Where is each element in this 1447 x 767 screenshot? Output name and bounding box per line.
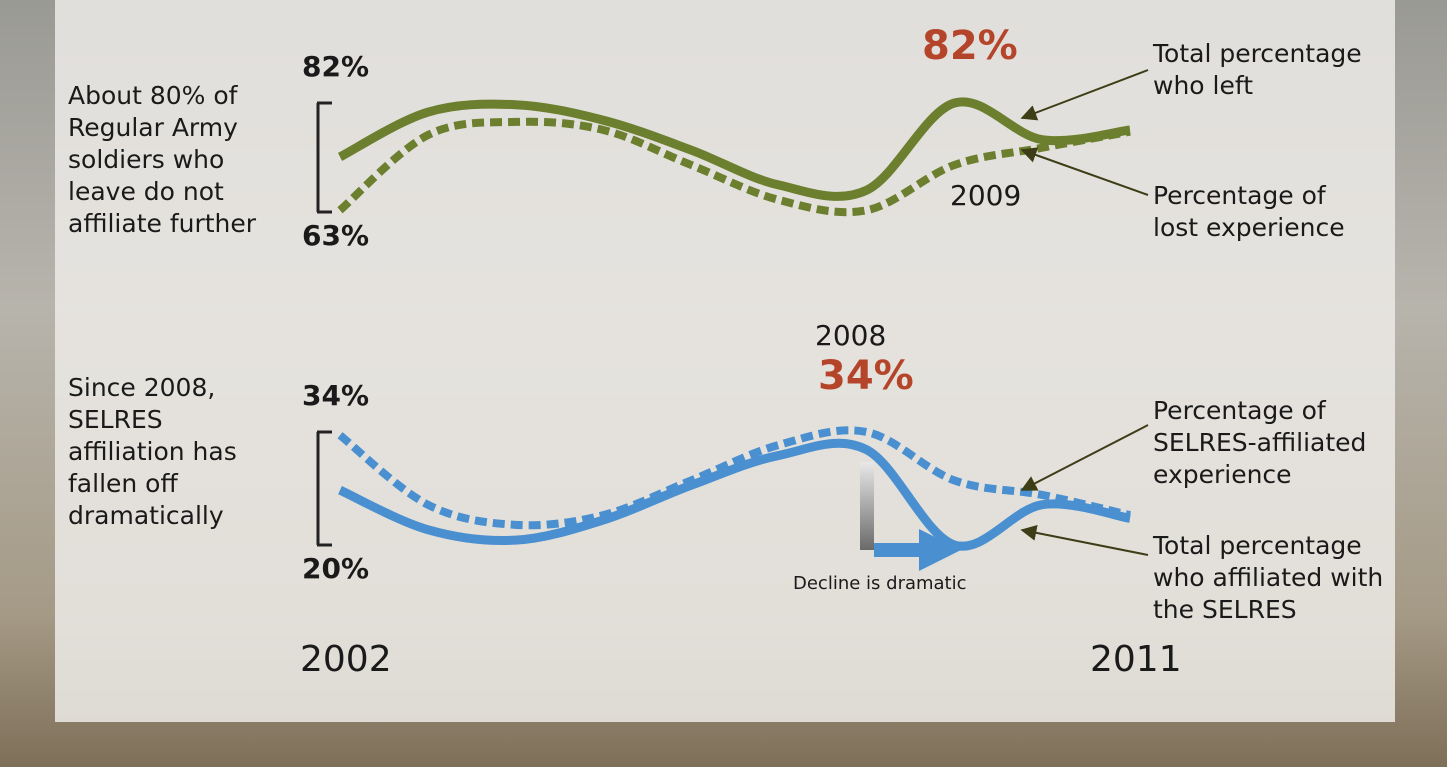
peak-year: 2008 — [815, 319, 887, 352]
line-series — [337, 426, 1131, 530]
peak-label: 82% — [922, 23, 1018, 69]
x-tick-label: 2011 — [1090, 639, 1182, 680]
annotation: Decline is dramatic — [793, 573, 967, 594]
y-tick-label: 82% — [302, 50, 370, 83]
line-series — [337, 117, 1131, 217]
description: About 80% of Regular Army soldiers who l… — [68, 81, 257, 238]
y-tick-label: 34% — [302, 379, 370, 412]
legend-label: Percentage of SELRES-affiliated experien… — [1153, 396, 1367, 489]
legend-label: Total percentage who affiliated with the… — [1153, 531, 1384, 624]
description: Since 2008, SELRES affiliation has falle… — [68, 373, 237, 530]
decline-arrow-stem — [860, 462, 874, 550]
y-tick-label: 20% — [302, 552, 370, 585]
legend-arrow — [1020, 524, 1149, 556]
legend-arrow — [1020, 424, 1149, 491]
legend-label: Percentage of lost experience — [1153, 181, 1345, 242]
y-tick-label: 63% — [302, 219, 370, 252]
x-tick-label: 2002 — [300, 639, 392, 680]
peak-label: 34% — [818, 353, 914, 399]
legend-label: Total percentage who left — [1153, 39, 1362, 100]
legend-arrow — [1020, 69, 1149, 121]
legend-arrow — [1020, 147, 1149, 196]
line-series — [337, 97, 1131, 201]
peak-year: 2009 — [950, 179, 1022, 212]
panel — [55, 0, 1395, 722]
line-series — [338, 438, 1131, 551]
